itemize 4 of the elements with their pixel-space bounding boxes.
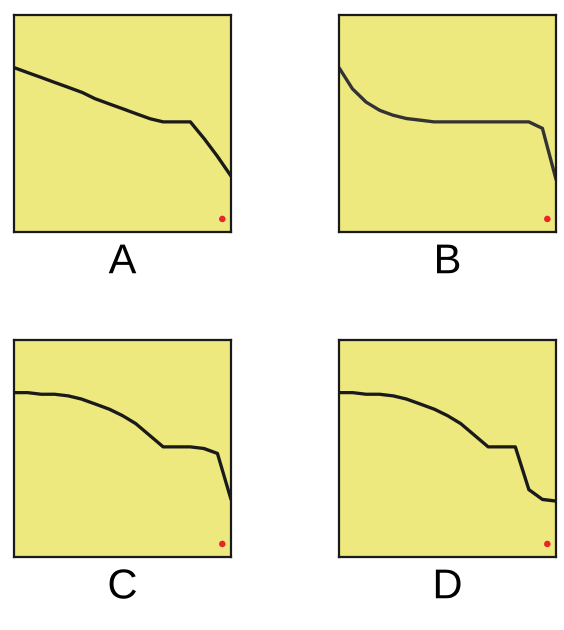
- x-axis-title: B: [437, 244, 460, 274]
- x-axis-title: A: [108, 244, 136, 274]
- x-axis-title: C: [110, 569, 136, 599]
- x-axis-title: D: [436, 570, 461, 598]
